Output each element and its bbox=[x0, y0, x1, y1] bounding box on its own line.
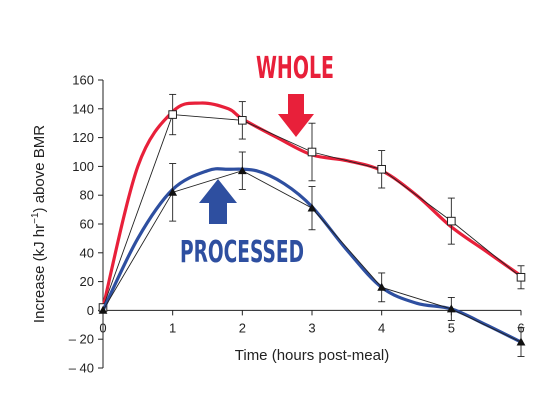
y-axis-title: Increase (kJ hr−1) above BMR bbox=[30, 125, 48, 323]
processed-label: PROCESSED bbox=[180, 235, 304, 270]
y-tick-label: 140 bbox=[72, 101, 94, 116]
y-tick-label: 100 bbox=[72, 159, 94, 174]
y-axis-title-suffix: ) above BMR bbox=[31, 125, 48, 213]
y-tick-label: 60 bbox=[80, 217, 94, 232]
y-tick-label: – 40 bbox=[69, 361, 94, 376]
whole-label: WHOLE bbox=[256, 51, 334, 86]
series-layer bbox=[98, 93, 526, 357]
whole-marker-square bbox=[447, 216, 456, 226]
y-tick-label: 0 bbox=[87, 303, 94, 318]
processed-marker-triangle bbox=[377, 282, 387, 291]
y-tick-label: 160 bbox=[72, 73, 94, 88]
x-tick-label: 3 bbox=[308, 320, 315, 335]
whole-smooth-line bbox=[101, 101, 522, 308]
x-axis-title: Time (hours post-meal) bbox=[235, 347, 389, 364]
processed-marker-triangle bbox=[307, 203, 317, 212]
whole-series bbox=[98, 93, 526, 312]
x-tick-label: 4 bbox=[378, 320, 385, 335]
y-axis-title-prefix: Increase (kJ hr bbox=[31, 224, 48, 323]
whole-marker-square bbox=[516, 272, 526, 282]
whole-marker-square bbox=[238, 116, 247, 125]
processed-marker-triangle bbox=[168, 187, 178, 196]
x-tick-label: 0 bbox=[99, 320, 106, 335]
y-tick-label: 40 bbox=[80, 245, 94, 260]
x-tick-label: 1 bbox=[169, 320, 176, 335]
processed-arrow-up-icon bbox=[199, 179, 237, 224]
processed-marker-triangle bbox=[237, 166, 247, 175]
processed-series bbox=[98, 151, 526, 357]
whole-marker-square bbox=[377, 164, 386, 174]
y-tick-label: 120 bbox=[72, 130, 94, 145]
y-tick-label: 20 bbox=[80, 274, 94, 289]
processed-marker-triangle bbox=[98, 305, 108, 314]
whole-marker-square bbox=[307, 147, 317, 157]
x-tick-label: 2 bbox=[239, 320, 246, 335]
y-axis-ticks: 160 140 120 100 80 60 40 20 0 – 20 – 40 bbox=[69, 73, 103, 376]
whole-marker-square bbox=[168, 110, 177, 119]
processed-marker-triangle bbox=[446, 304, 456, 313]
processed-callout: PROCESSED bbox=[180, 179, 304, 270]
y-tick-label: – 20 bbox=[69, 332, 94, 347]
y-axis-title-superscript: −1 bbox=[30, 212, 41, 224]
processed-marker-triangle bbox=[516, 337, 526, 346]
whole-arrow-down-icon bbox=[278, 94, 314, 137]
x-tick-label: 5 bbox=[448, 320, 455, 335]
y-tick-label: 80 bbox=[80, 188, 94, 203]
whole-callout: WHOLE bbox=[256, 51, 334, 137]
